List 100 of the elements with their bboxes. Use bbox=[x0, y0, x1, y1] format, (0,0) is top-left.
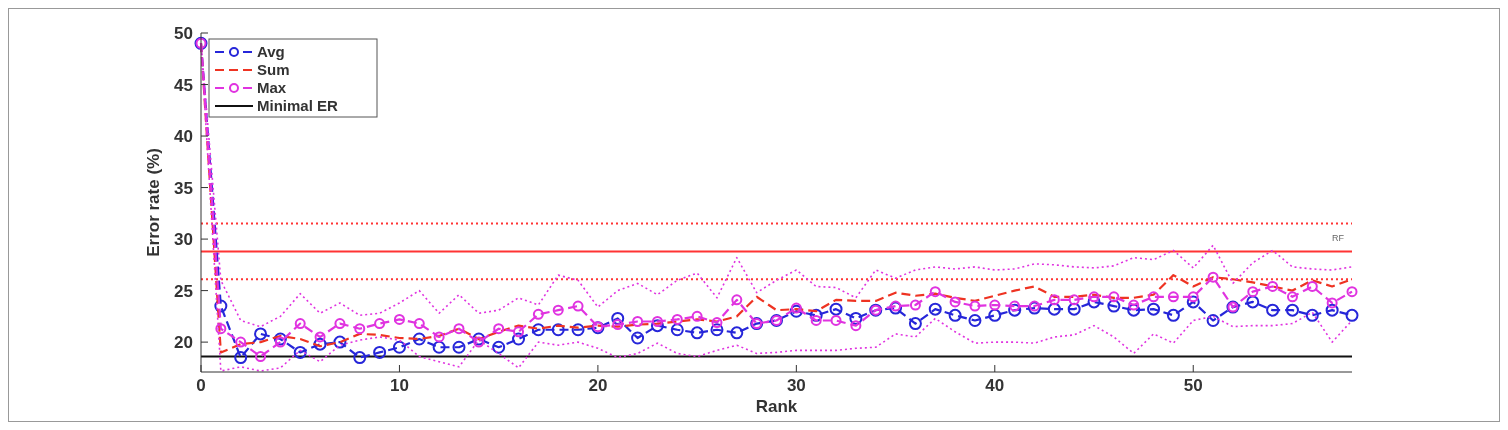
point bbox=[929, 286, 941, 298]
point bbox=[928, 302, 942, 316]
point bbox=[949, 296, 961, 308]
point bbox=[1147, 302, 1161, 316]
y-tick-label: 30 bbox=[174, 230, 193, 250]
point bbox=[1047, 302, 1061, 316]
point bbox=[810, 314, 822, 326]
legend-label: Sum bbox=[257, 61, 290, 78]
point bbox=[334, 318, 346, 330]
point bbox=[413, 318, 425, 330]
legend-label: Avg bbox=[257, 43, 285, 60]
point bbox=[671, 313, 683, 325]
point bbox=[651, 316, 663, 328]
point bbox=[1206, 313, 1220, 327]
point bbox=[354, 323, 366, 335]
point bbox=[214, 299, 228, 313]
point bbox=[235, 336, 247, 348]
point bbox=[1108, 291, 1120, 303]
point bbox=[969, 300, 981, 312]
point bbox=[473, 336, 485, 348]
point bbox=[1088, 291, 1100, 303]
point bbox=[1267, 280, 1279, 292]
point bbox=[1186, 295, 1200, 309]
point bbox=[551, 323, 565, 337]
point bbox=[453, 323, 465, 335]
point bbox=[1285, 303, 1299, 317]
point bbox=[552, 304, 564, 316]
point bbox=[611, 311, 625, 325]
point bbox=[989, 299, 1001, 311]
point bbox=[850, 320, 862, 332]
point bbox=[353, 351, 367, 365]
y-axis-title: Error rate (%) bbox=[144, 148, 163, 257]
point bbox=[948, 308, 962, 322]
point bbox=[274, 336, 286, 348]
point bbox=[1266, 303, 1280, 317]
point bbox=[1305, 308, 1319, 322]
point bbox=[513, 326, 525, 338]
point bbox=[908, 317, 922, 331]
x-axis-title: Rank bbox=[755, 397, 798, 416]
point bbox=[1247, 286, 1259, 298]
x-tick-label: 0 bbox=[196, 376, 206, 395]
legend-label: Max bbox=[257, 79, 287, 96]
point bbox=[1068, 294, 1080, 306]
point bbox=[472, 332, 486, 346]
point bbox=[294, 318, 306, 330]
point bbox=[433, 331, 445, 343]
x-tick-label: 10 bbox=[389, 376, 409, 395]
point bbox=[572, 300, 584, 312]
point bbox=[493, 323, 505, 335]
point bbox=[988, 308, 1002, 322]
point bbox=[432, 340, 446, 354]
point bbox=[670, 323, 684, 337]
point bbox=[730, 326, 744, 340]
point bbox=[1127, 303, 1141, 317]
point bbox=[412, 332, 426, 346]
point bbox=[254, 327, 268, 341]
point bbox=[314, 331, 326, 343]
point bbox=[631, 331, 645, 345]
point bbox=[1345, 308, 1359, 322]
point bbox=[830, 314, 842, 326]
point bbox=[612, 319, 624, 331]
point bbox=[393, 313, 405, 325]
point bbox=[968, 313, 982, 327]
y-tick-label: 35 bbox=[174, 178, 193, 198]
point bbox=[849, 311, 863, 325]
legend-label: Minimal ER bbox=[257, 97, 339, 114]
point bbox=[392, 340, 406, 354]
point bbox=[492, 340, 506, 354]
point bbox=[1148, 291, 1160, 303]
point bbox=[1009, 300, 1021, 312]
point bbox=[789, 304, 803, 318]
point bbox=[273, 332, 287, 346]
point bbox=[1067, 302, 1081, 316]
point bbox=[650, 319, 664, 333]
point bbox=[1246, 295, 1260, 309]
x-tick-label: 50 bbox=[1183, 376, 1203, 395]
point bbox=[293, 345, 307, 359]
x-tick-label: 40 bbox=[985, 376, 1005, 395]
point bbox=[1048, 294, 1060, 306]
point bbox=[313, 337, 327, 351]
point bbox=[809, 308, 823, 322]
point bbox=[710, 323, 724, 337]
point bbox=[215, 323, 227, 335]
point bbox=[1346, 286, 1358, 298]
point bbox=[1286, 291, 1298, 303]
point bbox=[373, 345, 387, 359]
point bbox=[1325, 303, 1339, 317]
point bbox=[632, 316, 644, 328]
point bbox=[1326, 297, 1338, 309]
y-tick-label: 45 bbox=[174, 75, 193, 95]
point bbox=[909, 299, 921, 311]
point bbox=[374, 318, 386, 330]
point bbox=[829, 302, 843, 316]
point bbox=[1008, 303, 1022, 317]
point bbox=[1306, 280, 1318, 292]
point bbox=[531, 323, 545, 337]
point bbox=[234, 351, 248, 365]
point bbox=[1207, 271, 1219, 283]
x-tick-label: 30 bbox=[786, 376, 806, 395]
point bbox=[333, 335, 347, 349]
